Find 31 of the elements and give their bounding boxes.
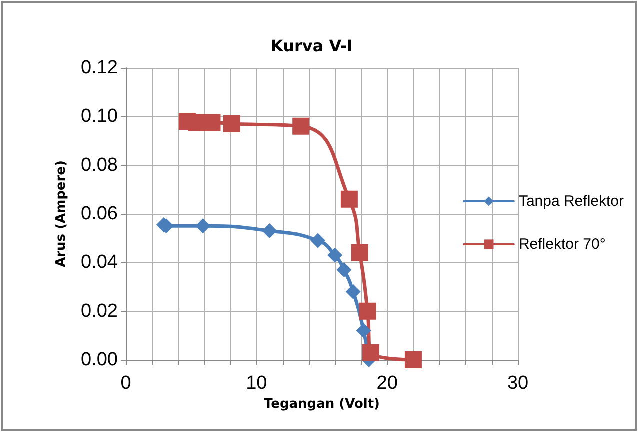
x-axis-title: Tegangan (Volt): [264, 396, 380, 412]
point: [262, 224, 278, 239]
point: [356, 323, 372, 338]
point: [196, 218, 211, 234]
point: [292, 118, 310, 135]
point: [310, 233, 326, 248]
y-tick-label: 0.00: [81, 350, 118, 370]
y-tick-label: 0.08: [81, 154, 118, 176]
point: [328, 248, 343, 263]
point: [351, 244, 368, 262]
y-tick-label: 0.10: [81, 106, 118, 128]
y-axis-title: Arus (Ampere): [54, 160, 69, 268]
y-tick-label: 0.02: [81, 300, 118, 322]
x-tick-label: 20: [376, 373, 398, 394]
x-tick-label: 30: [507, 373, 529, 394]
point: [362, 344, 380, 362]
legend-label: Reflektor 70°: [518, 236, 606, 253]
point: [204, 114, 221, 132]
point: [359, 302, 376, 320]
x-tick-label: 0: [120, 373, 132, 394]
legend-label: Tanpa Reflektor: [518, 193, 624, 210]
x-tick-label: 10: [246, 373, 268, 394]
y-tick-label: 0.04: [81, 252, 118, 274]
point: [340, 190, 358, 208]
chart-title: Kurva V-I: [271, 36, 354, 56]
y-tick-label: 0.12: [81, 58, 118, 78]
point: [223, 115, 240, 132]
point: [336, 262, 352, 278]
point: [404, 352, 422, 368]
y-tick-label: 0.06: [81, 204, 118, 224]
point: [346, 284, 361, 300]
